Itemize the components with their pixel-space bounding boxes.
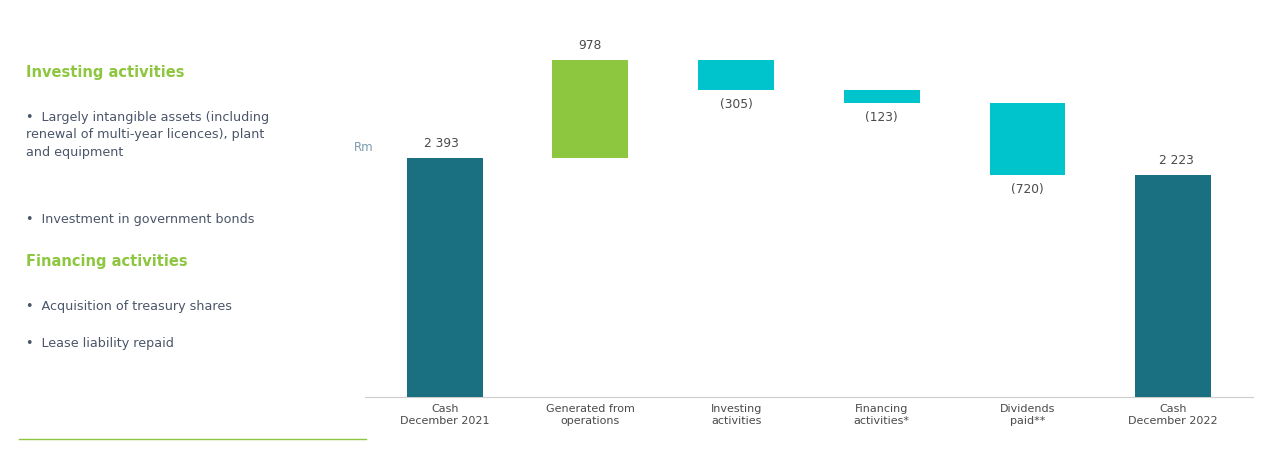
- Bar: [407, 158, 482, 397]
- Bar: [698, 60, 774, 91]
- Text: Rm: Rm: [354, 141, 373, 154]
- Text: Investing activities: Investing activities: [27, 65, 185, 79]
- Text: •  Acquisition of treasury shares: • Acquisition of treasury shares: [27, 300, 233, 313]
- Text: (720): (720): [1012, 183, 1044, 196]
- Text: (305): (305): [720, 98, 752, 111]
- Text: 2 223: 2 223: [1159, 154, 1193, 167]
- Text: 978: 978: [578, 39, 602, 52]
- Text: Financing activities: Financing activities: [27, 254, 188, 269]
- Text: •  Investment in government bonds: • Investment in government bonds: [27, 213, 255, 225]
- Text: •  Largely intangible assets (including
renewal of multi-year licences), plant
a: • Largely intangible assets (including r…: [27, 111, 270, 159]
- Bar: [553, 60, 628, 158]
- Bar: [990, 103, 1065, 175]
- Text: •  Lease liability repaid: • Lease liability repaid: [27, 337, 174, 350]
- Bar: [844, 91, 920, 103]
- Text: (123): (123): [866, 111, 898, 124]
- Text: 2 393: 2 393: [425, 137, 459, 150]
- Bar: [1136, 175, 1211, 397]
